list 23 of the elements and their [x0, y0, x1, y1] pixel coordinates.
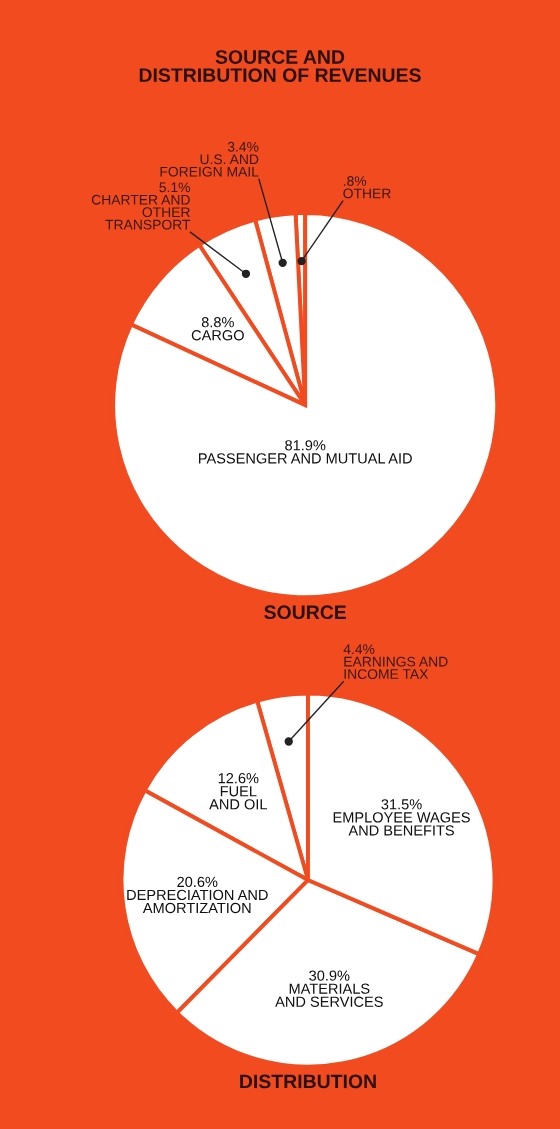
data-label: 4.4% [343, 644, 375, 655]
slice-label: CHARTER AND OTHER TRANSPORT [91, 194, 191, 230]
data-label: 20.6% [177, 876, 218, 888]
slice-label: DEPRECIATION AND AMORTIZATION [127, 889, 268, 914]
slice-label: EMPLOYEE WAGES AND BENEFITS [333, 812, 470, 836]
data-label: 30.9% [309, 970, 350, 981]
slice-label: EARNINGS AND INCOME TAX [344, 656, 448, 679]
text: SOURCE [264, 605, 347, 620]
slice-label: FUEL AND OIL [209, 786, 267, 810]
data-label: 12.6% [218, 773, 259, 784]
data-label: 5.1% [159, 182, 190, 193]
chart-title: SOURCE AND DISTRIBUTION OF REVENUES [139, 50, 421, 83]
slice-label: OTHER [343, 188, 391, 199]
data-label: 31.5% [381, 799, 422, 810]
slice-label: PASSENGER AND MUTUAL AID [199, 453, 412, 464]
slice-label: MATERIALS AND SERVICES [275, 983, 383, 1007]
data-label: .8% [343, 176, 367, 186]
data-label: 3.4% [227, 141, 259, 152]
text: DISTRIBUTION [240, 1074, 376, 1089]
slice-label: U.S. AND FOREIGN MAIL [160, 154, 259, 177]
data-label: 81.9% [285, 440, 326, 451]
data-label: 8.8% [201, 317, 234, 328]
slice-label: CARGO [191, 330, 244, 341]
